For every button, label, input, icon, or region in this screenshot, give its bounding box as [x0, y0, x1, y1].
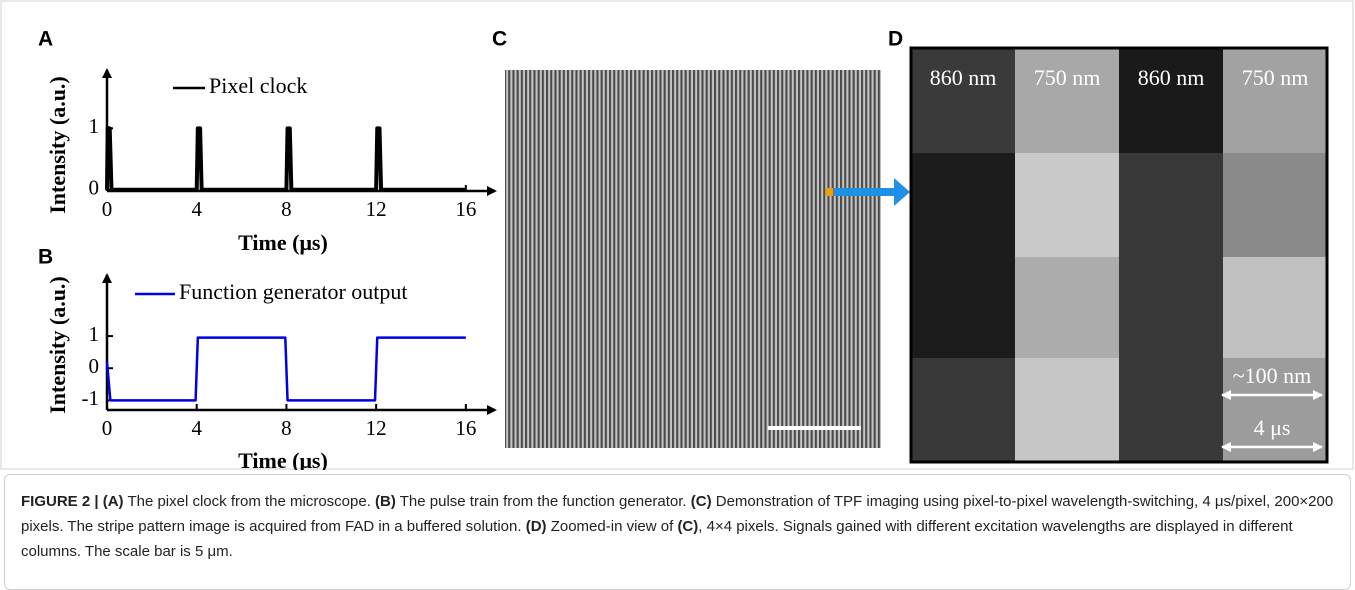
- x-tick-label: 16: [455, 197, 476, 221]
- panel-letter: C: [492, 28, 507, 51]
- pixel-cell: [1119, 48, 1223, 153]
- pixel-cell: [1119, 358, 1223, 462]
- x-tick-label: 4: [191, 197, 202, 221]
- scale-label: 4 μs: [1254, 415, 1291, 440]
- legend-label: Function generator output: [179, 279, 408, 304]
- figure: A B C D 0 4 8 12 16 0 1 Time (μs) Intensity (a.u.) Pi…: [0, 0, 1355, 583]
- column-label: 750 nm: [1034, 65, 1101, 90]
- caption-bold: (C): [677, 518, 698, 535]
- pixel-cell: [1119, 257, 1223, 358]
- x-tick-label: 8: [281, 197, 292, 221]
- caption-bold: (C): [691, 493, 712, 510]
- x-tick-label: 12: [366, 416, 387, 440]
- x-tick-label: 0: [102, 416, 113, 440]
- caption: FIGURE 2 | (A) The pixel clock from the …: [4, 474, 1351, 590]
- zoom-marker: [826, 188, 833, 196]
- caption-bold: FIGURE 2 |: [21, 493, 103, 510]
- caption-text: The pulse train from the function genera…: [396, 493, 691, 510]
- data-line: [107, 338, 466, 401]
- pixel-cell: [1015, 358, 1119, 462]
- y-axis-label: Intensity (a.u.): [45, 76, 70, 214]
- stripe-image: [505, 70, 881, 448]
- pixel-cell: [1015, 257, 1119, 358]
- caption-text: Zoomed-in view of: [547, 518, 678, 535]
- pixel-cell: [911, 257, 1015, 358]
- y-tick-label: 1: [89, 114, 100, 138]
- y-tick-label: 0: [89, 354, 100, 378]
- column-label: 860 nm: [930, 65, 997, 90]
- x-tick-label: 8: [281, 416, 292, 440]
- x-tick-label: 16: [455, 416, 476, 440]
- legend-label: Pixel clock: [209, 73, 307, 98]
- pixel-cell: [1223, 153, 1327, 257]
- y-tick-label: -1: [82, 386, 100, 410]
- panel-letter: D: [888, 28, 903, 51]
- pixel-cell: [911, 358, 1015, 462]
- x-axis-label: Time (μs): [238, 230, 328, 255]
- y-tick-label: 1: [89, 322, 100, 346]
- pixel-cell: [911, 153, 1015, 257]
- pixel-cell: [1119, 153, 1223, 257]
- panel-letter: A: [38, 28, 53, 51]
- y-axis-label: Intensity (a.u.): [45, 276, 70, 414]
- caption-bold: (D): [526, 518, 547, 535]
- pixel-cell: [911, 48, 1015, 153]
- zoom-arrow-head: [894, 178, 910, 206]
- pixel-cell: [1223, 257, 1327, 358]
- y-tick-label: 0: [89, 176, 100, 200]
- x-tick-label: 12: [366, 197, 387, 221]
- x-tick-label: 4: [191, 416, 202, 440]
- pixel-cell: [1015, 153, 1119, 257]
- pixel-cell: [1015, 48, 1119, 153]
- caption-text: The pixel clock from the microscope.: [124, 493, 375, 510]
- panel-letter: B: [38, 246, 53, 269]
- column-label: 750 nm: [1242, 65, 1309, 90]
- caption-bold: (A): [103, 493, 124, 510]
- x-axis-label: Time (μs): [238, 448, 328, 470]
- figure-panels: A B C D 0 4 8 12 16 0 1 Time (μs) Intensity (a.u.) Pi…: [0, 0, 1355, 470]
- caption-bold: (B): [375, 493, 396, 510]
- scale-label: ~100 nm: [1233, 363, 1312, 388]
- pixel-cell: [1223, 48, 1327, 153]
- x-tick-label: 0: [102, 197, 113, 221]
- data-line: [107, 128, 466, 189]
- column-label: 860 nm: [1138, 65, 1205, 90]
